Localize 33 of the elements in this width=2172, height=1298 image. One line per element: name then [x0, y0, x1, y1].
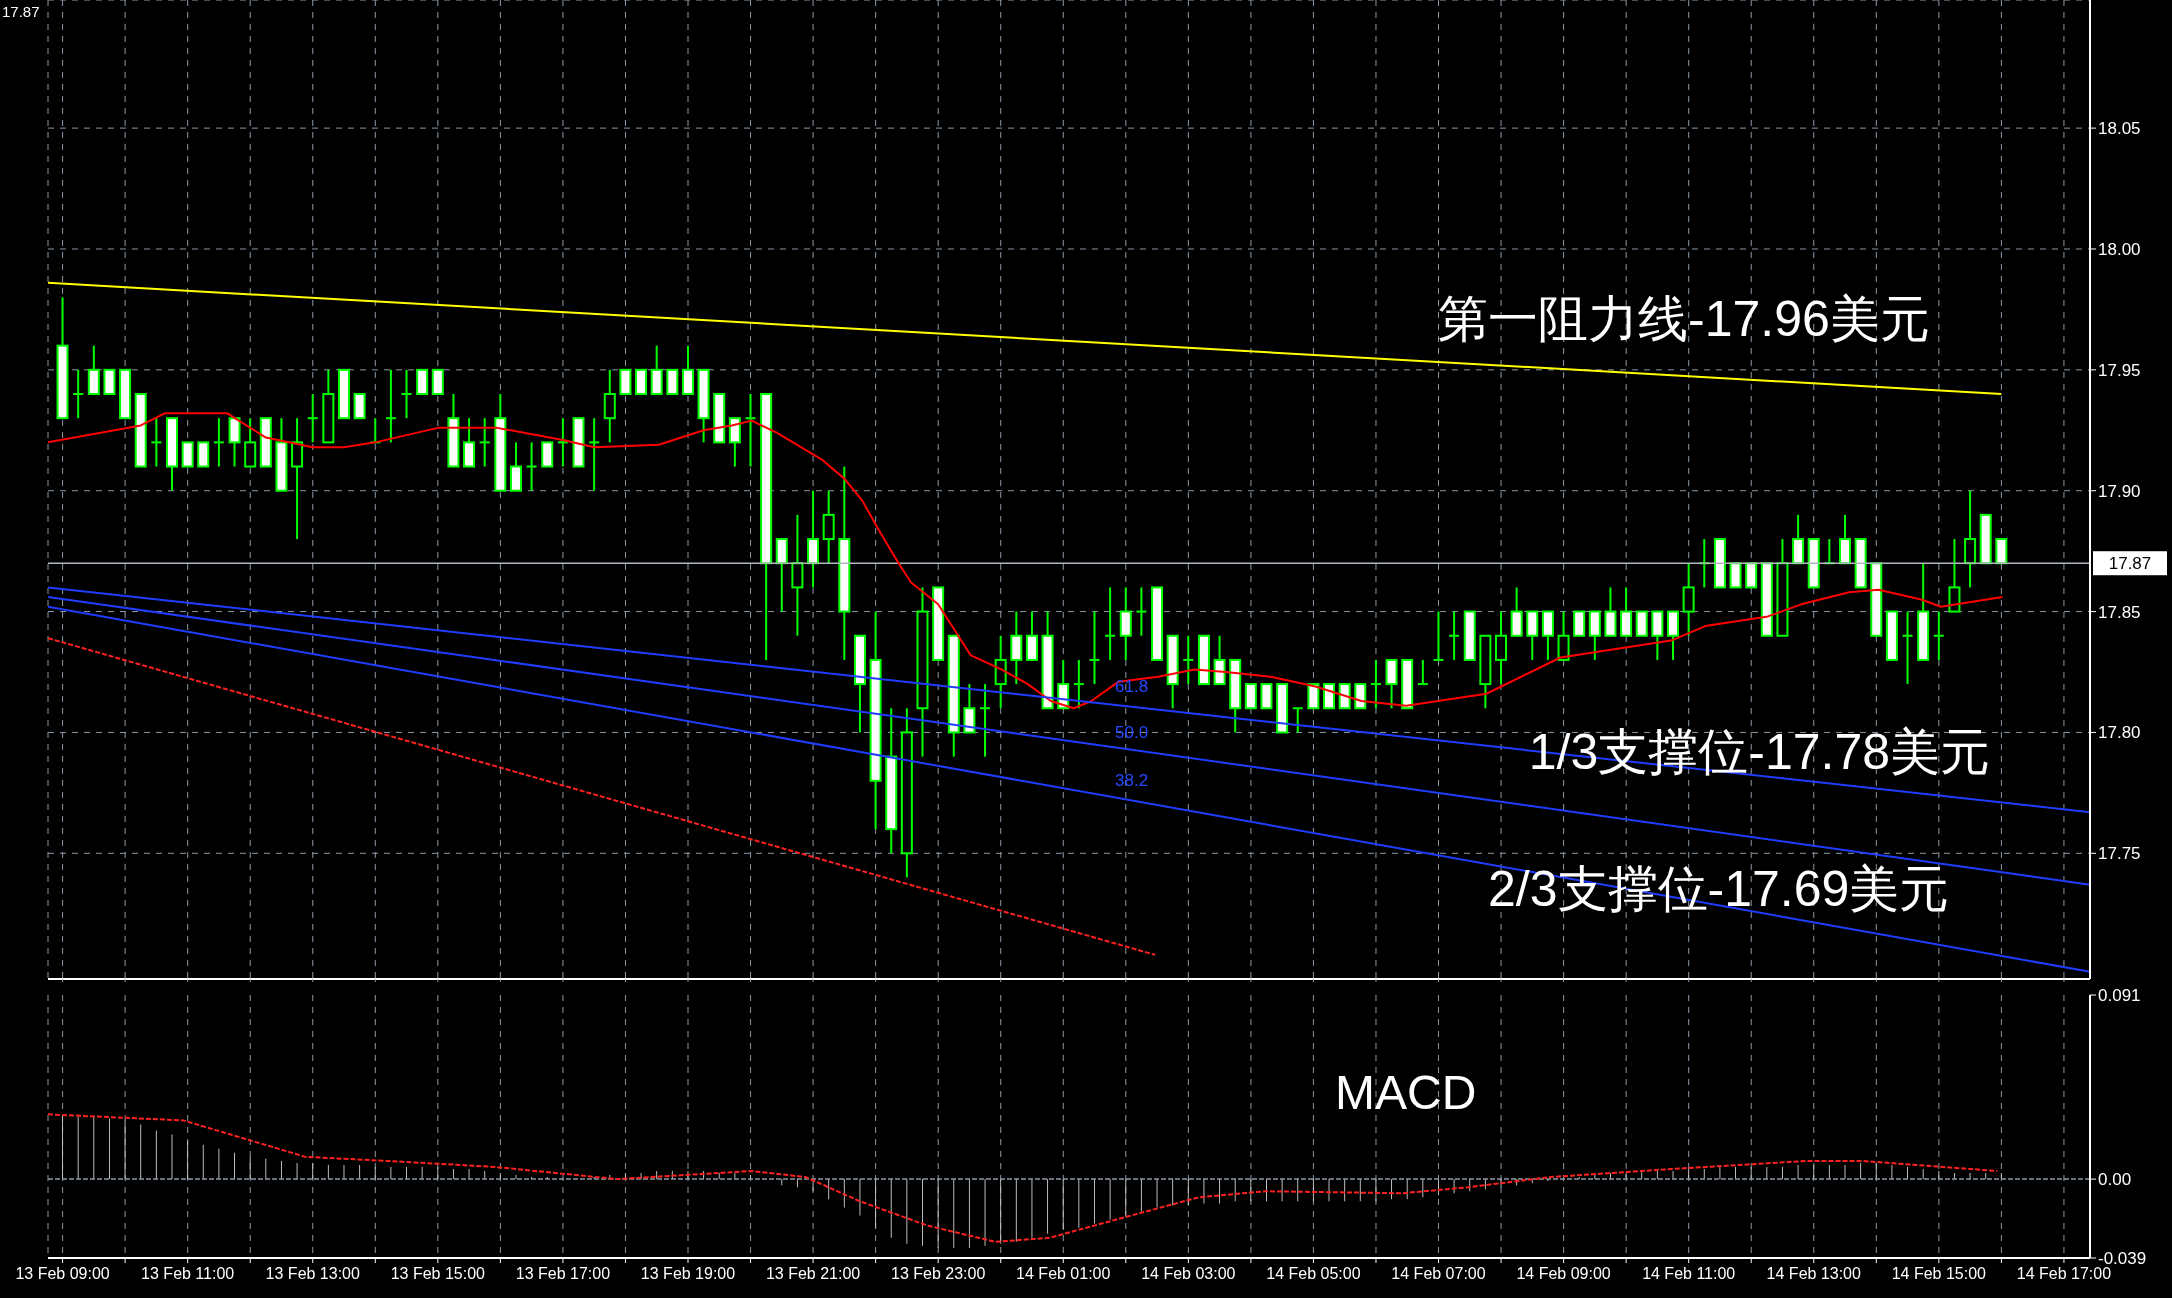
x-tick-label: 14 Feb 01:00 [1016, 1265, 1111, 1282]
x-tick-label: 13 Feb 23:00 [891, 1265, 986, 1282]
y-tick-label: 0.00 [2098, 1170, 2132, 1190]
x-tick-label: 13 Feb 15:00 [390, 1265, 486, 1282]
x-tick-label: 13 Feb 19:00 [640, 1265, 736, 1282]
x-tick-label: 13 Feb 21:00 [765, 1265, 861, 1282]
y-tick-label: 0.091 [2098, 986, 2141, 1006]
annotation: 38.2 [1115, 771, 1149, 791]
y-tick-label: 17.95 [2098, 360, 2141, 380]
x-tick-label: 13 Feb 13:00 [265, 1265, 361, 1282]
x-tick-label: 14 Feb 17:00 [2016, 1265, 2112, 1282]
x-tick-label: 14 Feb 05:00 [1266, 1265, 1361, 1282]
x-tick-label: 14 Feb 13:00 [1766, 1265, 1862, 1282]
x-tick-label: 13 Feb 17:00 [515, 1265, 611, 1282]
x-tick-label: 13 Feb 09:00 [15, 1265, 110, 1282]
annotation: 61.8 [1115, 677, 1149, 697]
text: 17.87 [2, 3, 40, 21]
y-tick-label: 18.00 [2098, 240, 2141, 260]
annotation: 50.0 [1115, 723, 1149, 743]
annotation: 第一阻力线-17.96美元 [1438, 291, 1930, 347]
y-tick-label: 18.05 [2098, 119, 2141, 139]
x-tick-label: 14 Feb 09:00 [1516, 1265, 1611, 1282]
x-tick-label: 14 Feb 07:00 [1391, 1265, 1486, 1282]
annotation: MACD [1335, 1066, 1477, 1120]
x-tick-label: 14 Feb 03:00 [1141, 1265, 1236, 1282]
y-tick-label: 17.85 [2098, 602, 2141, 622]
y-tick-label: 17.75 [2098, 844, 2141, 864]
x-tick-label: 14 Feb 15:00 [1891, 1265, 1987, 1282]
x-tick-label: 14 Feb 11:00 [1642, 1265, 1736, 1282]
ref-line-label: 17.87 [2108, 554, 2152, 574]
x-tick-label: 13 Feb 11:00 [141, 1265, 235, 1282]
y-tick-label: 17.80 [2098, 723, 2141, 743]
y-tick-label: 17.90 [2098, 481, 2141, 501]
